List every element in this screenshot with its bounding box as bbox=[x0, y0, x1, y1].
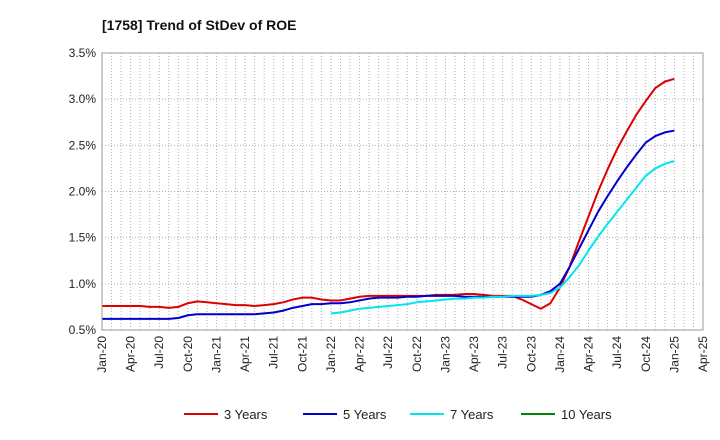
x-tick-label: Jul-22 bbox=[381, 336, 395, 369]
x-tick-label: Oct-21 bbox=[295, 336, 309, 372]
series-line-7-years bbox=[330, 160, 675, 315]
legend-label: 10 Years bbox=[561, 407, 612, 422]
x-tick-label: Oct-20 bbox=[181, 336, 195, 372]
x-tick-label: Oct-22 bbox=[410, 336, 424, 372]
x-tick-label: Apr-22 bbox=[353, 336, 367, 372]
chart-title: [1758] Trend of StDev of ROE bbox=[102, 17, 296, 33]
y-tick-label: 0.5% bbox=[69, 323, 97, 337]
y-tick-label: 3.5% bbox=[69, 46, 97, 60]
y-axis-ticks: 0.5% 1.0% 1.5% 2.0% 2.5% 3.0% 3.5% bbox=[69, 46, 97, 337]
x-tick-label: Jan-25 bbox=[667, 336, 681, 373]
x-tick-label: Apr-24 bbox=[582, 336, 596, 372]
x-tick-label: Jan-21 bbox=[209, 336, 223, 373]
x-tick-label: Oct-23 bbox=[524, 336, 538, 372]
legend-label: 7 Years bbox=[450, 407, 494, 422]
x-tick-label: Apr-23 bbox=[467, 336, 481, 372]
x-tick-label: Jan-20 bbox=[95, 336, 109, 373]
x-axis-ticks: Jan-20 Apr-20 Jul-20 Oct-20 Jan-21 Apr-21 Jul-… bbox=[95, 336, 710, 373]
x-tick-label: Apr-20 bbox=[124, 336, 138, 372]
x-tick-label: Apr-25 bbox=[696, 336, 710, 372]
legend-label: 3 Years bbox=[224, 407, 268, 422]
plot-frame bbox=[101, 52, 704, 331]
x-tick-label: Oct-24 bbox=[639, 336, 653, 372]
x-tick-label: Jan-23 bbox=[438, 336, 452, 373]
series-line-3-years bbox=[102, 77, 675, 310]
x-tick-label: Jul-21 bbox=[267, 336, 281, 369]
x-tick-label: Apr-21 bbox=[238, 336, 252, 372]
x-tick-label: Jan-22 bbox=[324, 336, 338, 373]
series-lines bbox=[102, 77, 675, 320]
x-tick-label: Jul-20 bbox=[152, 336, 166, 369]
y-tick-label: 3.0% bbox=[69, 92, 97, 106]
x-tick-label: Jul-23 bbox=[496, 336, 510, 369]
series-line-5-years bbox=[102, 129, 675, 320]
legend-label: 5 Years bbox=[343, 407, 387, 422]
legend: 3 Years 5 Years 7 Years 10 Years bbox=[184, 407, 612, 422]
y-tick-label: 2.5% bbox=[69, 138, 97, 152]
y-tick-label: 1.0% bbox=[69, 277, 97, 291]
x-tick-label: Jan-24 bbox=[553, 336, 567, 373]
y-tick-label: 2.0% bbox=[69, 185, 97, 199]
grid bbox=[102, 52, 703, 331]
y-tick-label: 1.5% bbox=[69, 231, 97, 245]
x-tick-label: Jul-24 bbox=[610, 336, 624, 369]
